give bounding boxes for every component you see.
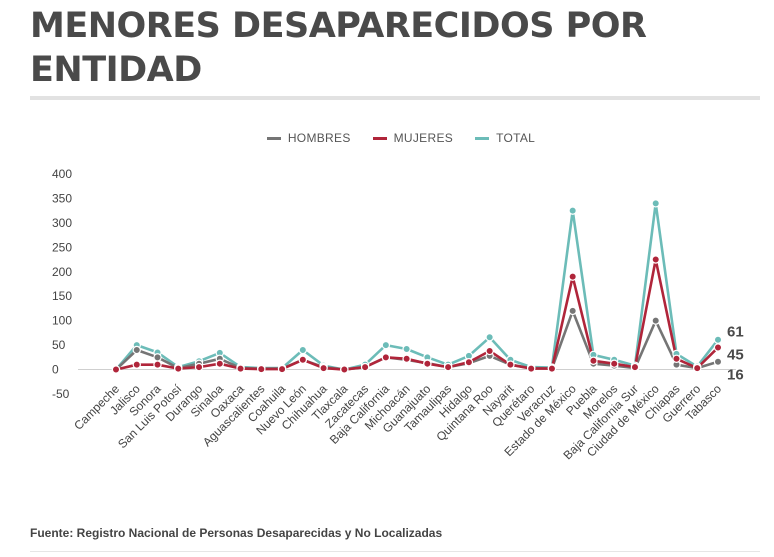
legend-item-total[interactable]: TOTAL: [475, 131, 535, 145]
data-point-mujeres: [423, 359, 432, 368]
legend-label-hombres: HOMBRES: [287, 131, 351, 145]
data-point-mujeres: [360, 362, 370, 372]
data-point-mujeres: [277, 364, 287, 374]
data-point-mujeres: [610, 359, 619, 368]
data-point-mujeres: [194, 362, 204, 372]
data-point-hombres: [713, 357, 723, 366]
legend-label-mujeres: MUJERES: [393, 131, 454, 145]
legend-label-total: TOTAL: [496, 131, 536, 145]
legend-swatch-mujeres: [372, 136, 387, 140]
data-point-mujeres: [236, 364, 245, 373]
data-point-mujeres: [319, 363, 328, 373]
data-point-hombres: [132, 345, 141, 355]
data-point-mujeres: [651, 255, 660, 264]
data-point-mujeres: [589, 356, 598, 365]
data-point-total: [485, 333, 494, 342]
legend-swatch-hombres: [266, 136, 281, 140]
y-tick-label: 300: [52, 216, 72, 230]
y-tick-label: 350: [52, 191, 72, 205]
data-point-mujeres: [132, 360, 141, 369]
data-point-mujeres: [568, 272, 577, 281]
y-tick-label: 100: [52, 314, 72, 328]
data-point-mujeres: [713, 343, 723, 352]
chart-title: MENORES DESAPARECIDOS POR ENTIDAD: [30, 6, 647, 90]
data-point-total: [402, 344, 411, 354]
data-point-mujeres: [672, 354, 681, 363]
data-point-mujeres: [174, 364, 183, 373]
data-point-mujeres: [547, 364, 557, 373]
end-value-label-total: 61: [727, 324, 744, 341]
data-point-total: [568, 206, 577, 215]
data-point-mujeres: [464, 358, 474, 367]
legend-item-hombres[interactable]: HOMBRES: [266, 131, 351, 145]
data-point-mujeres: [485, 346, 494, 356]
y-tick-label: 0: [52, 363, 59, 377]
data-point-hombres: [568, 306, 577, 316]
y-tick-label: 250: [52, 240, 72, 254]
data-point-mujeres: [298, 355, 308, 364]
data-point-total: [298, 345, 308, 355]
data-point-mujeres: [111, 365, 121, 374]
data-point-mujeres: [526, 364, 536, 373]
data-point-mujeres: [443, 362, 453, 372]
chart-legend: HOMBRES MUJERES TOTAL: [0, 131, 774, 145]
y-tick-label: 200: [52, 265, 72, 279]
legend-swatch-total: [475, 136, 490, 140]
y-tick-label: -50: [52, 387, 70, 401]
y-tick-label: 400: [52, 167, 72, 181]
data-point-total: [651, 199, 660, 208]
footer-divider: [30, 551, 760, 552]
data-point-mujeres: [215, 359, 224, 368]
data-point-hombres: [153, 353, 162, 362]
data-point-mujeres: [693, 363, 702, 373]
end-value-label-mujeres: 45: [727, 347, 744, 364]
data-point-total: [713, 335, 723, 344]
data-point-mujeres: [257, 364, 266, 374]
data-point-hombres: [651, 316, 660, 325]
data-point-mujeres: [630, 362, 640, 372]
source-note: Fuente: Registro Nacional de Personas De…: [30, 526, 443, 540]
end-value-label-hombres: 16: [727, 367, 744, 384]
legend-item-mujeres[interactable]: MUJERES: [372, 131, 454, 145]
series-line-total: [115, 201, 720, 371]
title-divider: [30, 96, 760, 100]
data-point-total: [381, 340, 391, 350]
data-point-mujeres: [153, 360, 162, 369]
y-tick-label: 150: [52, 289, 72, 303]
data-point-mujeres: [340, 365, 349, 374]
line-chart: -50050100150200250300350400CampecheJalis…: [52, 167, 744, 462]
data-point-mujeres: [506, 360, 515, 369]
y-tick-label: 50: [52, 338, 66, 352]
data-point-mujeres: [402, 354, 411, 363]
data-point-mujeres: [381, 353, 391, 362]
